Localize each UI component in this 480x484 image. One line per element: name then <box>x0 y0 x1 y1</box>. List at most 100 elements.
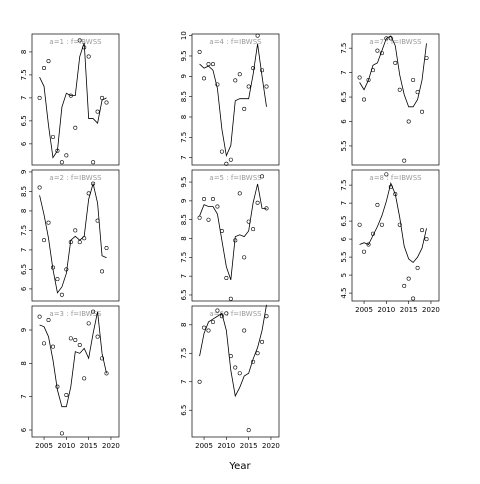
point <box>202 76 207 81</box>
point <box>246 84 251 89</box>
point <box>246 428 251 433</box>
point <box>73 337 78 342</box>
y-tick-label: 7.5 <box>20 225 28 236</box>
panel-frame <box>351 33 440 166</box>
point <box>233 78 238 83</box>
y-tick-label: 7.5 <box>180 132 188 143</box>
point <box>91 181 96 186</box>
x-tick-label: 2010 <box>217 442 235 450</box>
point <box>424 55 429 60</box>
panel: a=1 : f=IBWSS 6 6.5 7 7.5 8 <box>20 33 120 166</box>
strip-label: a=6 : f=IBWSS <box>209 310 262 318</box>
panel: a=2 : f=IBWSS 6 6.5 7 7.5 8 8.5 9 <box>20 169 120 302</box>
point <box>100 356 105 361</box>
fit-line <box>199 43 267 158</box>
y-tick-label: 7 <box>180 380 188 384</box>
point <box>224 311 229 316</box>
point <box>206 217 211 222</box>
fit-line <box>39 42 107 159</box>
point <box>82 236 87 241</box>
point <box>233 365 238 370</box>
point <box>255 200 260 205</box>
point <box>64 392 69 397</box>
y-tick-label: 6.5 <box>180 405 188 416</box>
panel-frame <box>31 305 120 438</box>
point <box>384 36 389 41</box>
point <box>384 172 389 177</box>
y-tick-label: 8 <box>20 50 28 54</box>
point <box>379 51 384 56</box>
panel: a=6 : f=IBWSS 6.5 7 7.5 8 2005 2010 2015 2020 <box>180 304 280 450</box>
y-tick-label: 5.5 <box>340 140 348 151</box>
point <box>260 339 265 344</box>
point <box>104 100 109 105</box>
y-tick-label: 8 <box>20 361 28 365</box>
point <box>82 45 87 50</box>
point <box>37 95 42 100</box>
point <box>411 296 416 301</box>
y-tick-label: 7 <box>340 70 348 74</box>
point <box>95 334 100 339</box>
y-tick-label: 8.5 <box>20 186 28 197</box>
panel: a=3 : f=IBWSS 6 7 8 9 2005 2010 2015 2020 <box>20 305 120 450</box>
point <box>42 66 47 71</box>
x-tick-label: 2015 <box>240 442 258 450</box>
point <box>95 218 100 223</box>
y-tick-label: 8 <box>20 209 28 213</box>
point <box>357 222 362 227</box>
y-tick-label: 7.5 <box>340 180 348 191</box>
point <box>375 48 380 53</box>
strip-label: a=3 : f=IBWSS <box>49 310 102 318</box>
panel: a=4 : f=IBWSS 7 7.5 8 8.5 9 9.5 10 <box>180 31 280 166</box>
panel: a=7 : f=IBWSS 5.5 6 6.5 7 7.5 <box>340 33 440 166</box>
point <box>264 84 269 89</box>
panel-frame <box>351 169 440 302</box>
point <box>251 359 256 364</box>
panel-frame <box>191 33 280 166</box>
point <box>415 90 420 95</box>
y-tick-label: 7.5 <box>340 43 348 54</box>
point <box>388 184 393 189</box>
panel-frame <box>31 169 120 302</box>
point <box>68 336 73 341</box>
fit-line <box>199 304 267 398</box>
point <box>206 328 211 333</box>
point <box>366 242 371 247</box>
point <box>260 174 265 179</box>
point <box>37 314 42 319</box>
point <box>55 277 60 282</box>
point <box>379 222 384 227</box>
point <box>219 149 224 154</box>
x-tick-label: 2015 <box>80 442 98 450</box>
y-tick-label: 6 <box>340 119 348 124</box>
point <box>242 328 247 333</box>
y-tick-label: 8 <box>180 115 188 119</box>
strip-label: a=1 : f=IBWSS <box>49 38 102 46</box>
point <box>370 231 375 236</box>
point <box>55 384 60 389</box>
panel-frame <box>31 33 120 166</box>
point <box>100 269 105 274</box>
y-tick-label: 7 <box>180 274 188 278</box>
point <box>388 36 393 41</box>
point <box>197 379 202 384</box>
point <box>251 227 256 232</box>
point <box>77 240 82 245</box>
point <box>59 431 64 436</box>
y-tick-label: 7 <box>20 96 28 100</box>
point <box>219 314 224 319</box>
point <box>91 309 96 314</box>
point <box>228 354 233 359</box>
y-tick-label: 7 <box>340 201 348 205</box>
y-tick-label: 7 <box>20 394 28 398</box>
y-tick-label: 7 <box>20 248 28 252</box>
point <box>424 237 429 242</box>
point <box>255 351 260 356</box>
panel-frame <box>191 169 280 302</box>
point <box>37 185 42 190</box>
x-axis-label: Year <box>228 461 251 472</box>
y-tick-label: 6 <box>20 427 28 432</box>
x-tick-label: 2010 <box>377 306 395 314</box>
point <box>420 109 425 114</box>
y-tick-label: 6.5 <box>180 289 188 300</box>
